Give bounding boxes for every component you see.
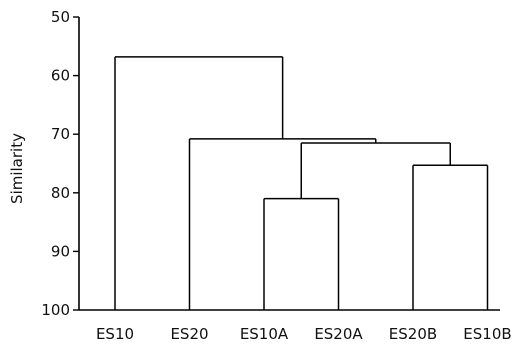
y-axis-title: Similarity bbox=[8, 133, 26, 204]
y-tick-label: 100 bbox=[41, 301, 70, 319]
y-tick-label: 60 bbox=[51, 67, 70, 85]
leaf-labels: ES10 ES20 ES10A ES20A ES20B ES10B bbox=[96, 325, 512, 343]
leaf-label: ES10B bbox=[463, 325, 511, 343]
y-axis: 50 60 70 80 90 100 bbox=[41, 8, 500, 319]
leaf-label: ES20A bbox=[314, 325, 363, 343]
leaf-label: ES20 bbox=[170, 325, 208, 343]
leaf-label: ES10A bbox=[240, 325, 289, 343]
dendrogram-links bbox=[114, 56, 489, 310]
leaf-label: ES20B bbox=[389, 325, 437, 343]
leaf-label: ES10 bbox=[96, 325, 134, 343]
y-tick-label: 70 bbox=[51, 125, 70, 143]
y-tick-label: 90 bbox=[51, 242, 70, 260]
y-tick-label: 50 bbox=[51, 8, 70, 26]
y-tick-label: 80 bbox=[51, 184, 70, 202]
